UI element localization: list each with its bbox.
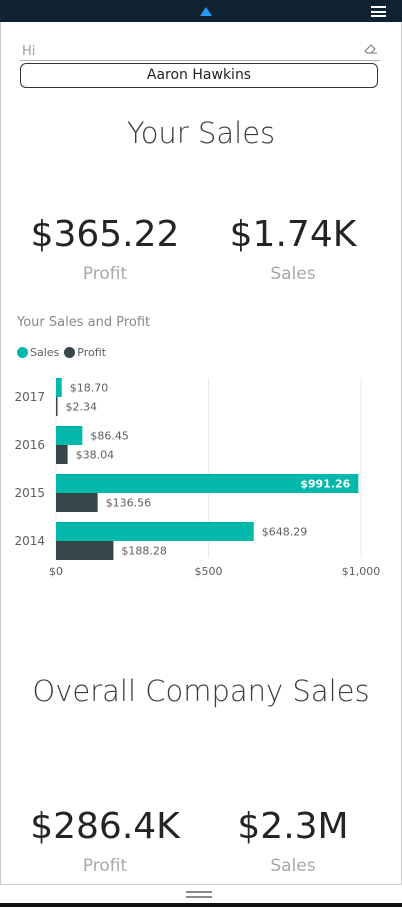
bar-sales <box>56 426 83 445</box>
your-profit-label: Profit <box>82 264 128 284</box>
top-bar <box>0 0 402 22</box>
sales-profit-bar-chart: $0 $500 $1,000 2017 $18.70 $2.34 2016 $86.45 $38… <box>14 378 381 578</box>
your-sales-value: $1.74K <box>229 214 357 255</box>
resize-grip-icon[interactable] <box>186 891 212 901</box>
data-label-sales: $18.70 <box>70 382 109 395</box>
hamburger-menu-icon[interactable] <box>371 6 386 17</box>
company-sales-title: Overall Company Sales <box>32 674 370 708</box>
data-label-profit: $2.34 <box>66 401 98 414</box>
legend-item-profit[interactable]: Profit <box>64 346 106 359</box>
data-label-sales: $648.29 <box>262 526 308 539</box>
category-label: 2017 <box>14 390 45 404</box>
your-profit-value: $365.22 <box>30 214 180 255</box>
eraser-icon[interactable] <box>364 42 378 55</box>
x-tick-label: $1,000 <box>342 565 381 578</box>
category-label: 2015 <box>14 486 45 500</box>
frame-border-left <box>0 22 1 884</box>
bar-profit <box>56 397 58 416</box>
x-tick-label: $0 <box>49 565 63 578</box>
data-label-profit: $188.28 <box>121 545 167 558</box>
user-selector[interactable]: Aaron Hawkins <box>20 63 378 88</box>
company-profit-label: Profit <box>82 856 128 876</box>
legend-profit-label: Profit <box>77 346 106 359</box>
chart-title: Your Sales and Profit <box>17 315 151 330</box>
bar-sales <box>56 474 359 493</box>
data-label-sales: $86.45 <box>90 430 129 443</box>
company-profit-value: $286.4K <box>30 806 180 847</box>
filter-text-input[interactable] <box>20 42 352 61</box>
company-sales-label: Sales <box>270 856 316 876</box>
category-label: 2016 <box>14 438 45 452</box>
data-label-profit: $38.04 <box>76 449 115 462</box>
bar-profit <box>56 445 68 464</box>
legend-sales-label: Sales <box>30 346 60 359</box>
collapse-arrow-icon[interactable] <box>200 7 212 16</box>
data-label-profit: $136.56 <box>106 497 152 510</box>
text-filter <box>20 40 380 61</box>
legend-sales-swatch <box>17 347 28 358</box>
bottom-edge <box>0 903 402 907</box>
legend-item-sales[interactable]: Sales <box>17 346 59 359</box>
bar-sales <box>56 378 62 397</box>
category-label: 2014 <box>14 534 45 548</box>
x-tick-label: $500 <box>195 565 223 578</box>
bar-profit <box>56 493 98 512</box>
your-sales-title: Your Sales <box>126 116 276 150</box>
legend-profit-swatch <box>64 347 76 358</box>
company-sales-value: $2.3M <box>237 806 349 847</box>
your-sales-label: Sales <box>270 264 316 284</box>
bar-sales <box>56 522 254 541</box>
data-label-sales: $991.26 <box>300 478 350 491</box>
chart-legend: Sales Profit <box>17 346 111 359</box>
bar-profit <box>56 541 114 560</box>
